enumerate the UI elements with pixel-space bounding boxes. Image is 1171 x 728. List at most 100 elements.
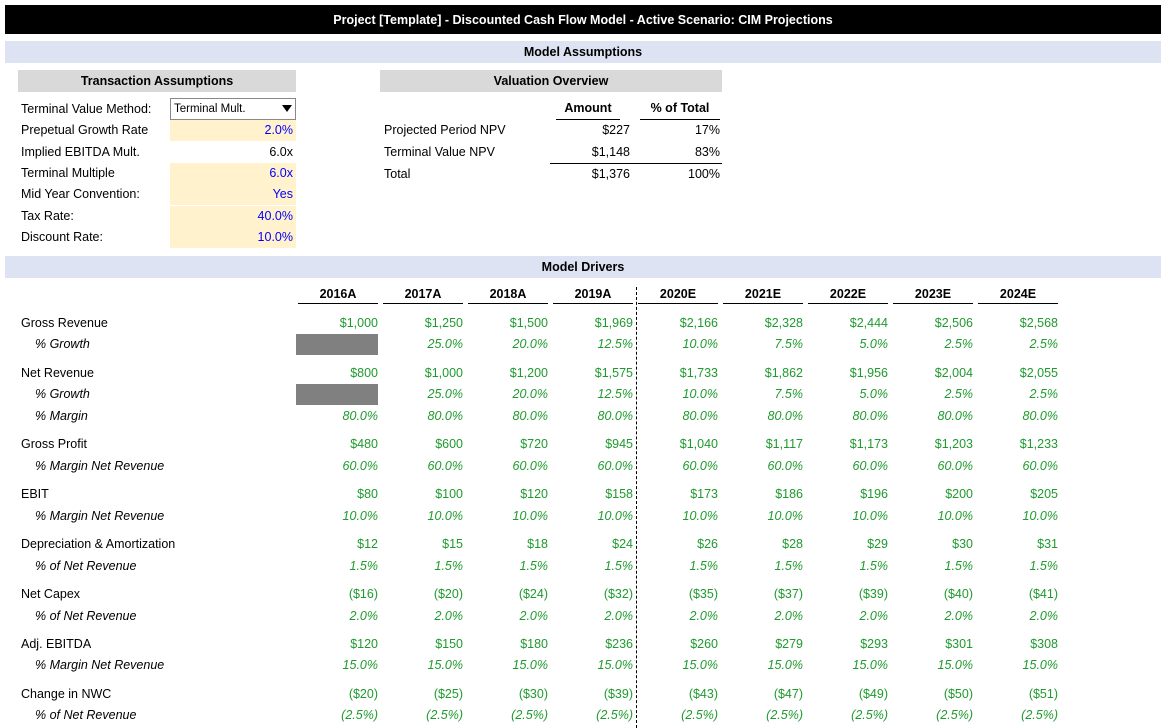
driver-cell[interactable]: 7.5% (774, 387, 804, 401)
driver-cell[interactable]: 15.0% (342, 658, 378, 672)
driver-cell[interactable]: $180 (520, 637, 548, 651)
driver-cell[interactable]: 80.0% (342, 409, 378, 423)
driver-cell[interactable]: $279 (775, 637, 803, 651)
driver-cell[interactable]: 60.0% (597, 459, 633, 473)
driver-cell[interactable]: $2,506 (934, 316, 973, 330)
driver-cell[interactable]: $2,055 (1019, 366, 1058, 380)
driver-cell[interactable]: (2.5%) (341, 708, 378, 722)
driver-cell[interactable]: $1,250 (424, 316, 463, 330)
driver-cell[interactable]: $158 (605, 487, 633, 501)
driver-cell[interactable]: 2.5% (1029, 387, 1059, 401)
driver-cell[interactable]: 80.0% (852, 409, 888, 423)
driver-cell[interactable]: 1.5% (434, 559, 464, 573)
driver-cell[interactable]: ($49) (858, 687, 888, 701)
driver-cell[interactable]: 15.0% (852, 658, 888, 672)
driver-cell[interactable]: 15.0% (937, 658, 973, 672)
driver-cell[interactable]: $1,575 (594, 366, 633, 380)
driver-cell[interactable]: (2.5%) (851, 708, 888, 722)
driver-cell[interactable]: 15.0% (597, 658, 633, 672)
driver-cell[interactable]: 2.0% (774, 609, 804, 623)
driver-cell[interactable]: $186 (775, 487, 803, 501)
driver-cell[interactable]: 5.0% (859, 387, 889, 401)
driver-cell[interactable]: $1,956 (849, 366, 888, 380)
driver-cell[interactable]: 60.0% (427, 459, 463, 473)
driver-cell[interactable]: $260 (690, 637, 718, 651)
driver-cell[interactable]: $205 (1030, 487, 1058, 501)
driver-cell[interactable]: 25.0% (427, 337, 463, 351)
driver-cell[interactable]: 80.0% (512, 409, 548, 423)
driver-cell[interactable]: $800 (350, 366, 378, 380)
driver-cell[interactable]: (2.5%) (511, 708, 548, 722)
driver-cell[interactable]: ($16) (348, 587, 378, 601)
driver-cell[interactable]: ($35) (688, 587, 718, 601)
blank-cell[interactable] (296, 384, 378, 405)
driver-cell[interactable]: $2,444 (849, 316, 888, 330)
driver-cell[interactable]: 25.0% (427, 387, 463, 401)
driver-cell[interactable]: (2.5%) (766, 708, 803, 722)
driver-cell[interactable]: ($30) (518, 687, 548, 701)
chevron-down-icon[interactable] (282, 105, 292, 112)
driver-cell[interactable]: $120 (520, 487, 548, 501)
driver-cell[interactable]: 60.0% (852, 459, 888, 473)
discount-rate-input[interactable]: 10.0% (170, 227, 296, 248)
driver-cell[interactable]: ($39) (858, 587, 888, 601)
driver-cell[interactable]: $1,969 (594, 316, 633, 330)
driver-cell[interactable]: $100 (435, 487, 463, 501)
driver-cell[interactable]: ($43) (688, 687, 718, 701)
driver-cell[interactable]: 2.0% (944, 609, 974, 623)
driver-cell[interactable]: 15.0% (767, 658, 803, 672)
driver-cell[interactable]: 12.5% (597, 337, 633, 351)
driver-cell[interactable]: 1.5% (349, 559, 379, 573)
driver-cell[interactable]: 20.0% (512, 387, 548, 401)
driver-cell[interactable]: 10.0% (682, 337, 718, 351)
driver-cell[interactable]: $30 (952, 537, 973, 551)
driver-cell[interactable]: $1,500 (509, 316, 548, 330)
driver-cell[interactable]: 80.0% (1022, 409, 1058, 423)
driver-cell[interactable]: $31 (1037, 537, 1058, 551)
driver-cell[interactable]: 1.5% (859, 559, 889, 573)
driver-cell[interactable]: $196 (860, 487, 888, 501)
driver-cell[interactable]: 15.0% (682, 658, 718, 672)
tax-rate-input[interactable]: 40.0% (170, 206, 296, 227)
driver-cell[interactable]: $200 (945, 487, 973, 501)
driver-cell[interactable]: (2.5%) (681, 708, 718, 722)
blank-cell[interactable] (296, 334, 378, 355)
driver-cell[interactable]: 80.0% (767, 409, 803, 423)
driver-cell[interactable]: (2.5%) (596, 708, 633, 722)
driver-cell[interactable]: (2.5%) (936, 708, 973, 722)
driver-cell[interactable]: 10.0% (427, 509, 463, 523)
driver-cell[interactable]: $720 (520, 437, 548, 451)
driver-cell[interactable]: $15 (442, 537, 463, 551)
driver-cell[interactable]: $600 (435, 437, 463, 451)
driver-cell[interactable]: (2.5%) (1021, 708, 1058, 722)
driver-cell[interactable]: $2,004 (934, 366, 973, 380)
driver-cell[interactable]: $1,173 (849, 437, 888, 451)
driver-cell[interactable]: ($51) (1028, 687, 1058, 701)
driver-cell[interactable]: ($37) (773, 587, 803, 601)
driver-cell[interactable]: 1.5% (604, 559, 634, 573)
driver-cell[interactable]: 80.0% (597, 409, 633, 423)
driver-cell[interactable]: 2.5% (944, 337, 974, 351)
driver-cell[interactable]: 1.5% (774, 559, 804, 573)
driver-cell[interactable]: $12 (357, 537, 378, 551)
driver-cell[interactable]: $150 (435, 637, 463, 651)
terminal-method-dropdown[interactable]: Terminal Mult. (170, 98, 296, 120)
driver-cell[interactable]: 60.0% (512, 459, 548, 473)
driver-cell[interactable]: 80.0% (427, 409, 463, 423)
driver-cell[interactable]: 2.0% (349, 609, 379, 623)
driver-cell[interactable]: 2.5% (944, 387, 974, 401)
driver-cell[interactable]: 10.0% (1022, 509, 1058, 523)
driver-cell[interactable]: $1,862 (764, 366, 803, 380)
driver-cell[interactable]: 10.0% (342, 509, 378, 523)
driver-cell[interactable]: $29 (867, 537, 888, 551)
perpetual-growth-input[interactable]: 2.0% (170, 120, 296, 141)
driver-cell[interactable]: 1.5% (944, 559, 974, 573)
driver-cell[interactable]: $1,040 (679, 437, 718, 451)
driver-cell[interactable]: ($32) (603, 587, 633, 601)
driver-cell[interactable]: 10.0% (937, 509, 973, 523)
driver-cell[interactable]: ($39) (603, 687, 633, 701)
driver-cell[interactable]: 1.5% (689, 559, 719, 573)
driver-cell[interactable]: 7.5% (774, 337, 804, 351)
driver-cell[interactable]: 2.0% (519, 609, 549, 623)
driver-cell[interactable]: 80.0% (682, 409, 718, 423)
